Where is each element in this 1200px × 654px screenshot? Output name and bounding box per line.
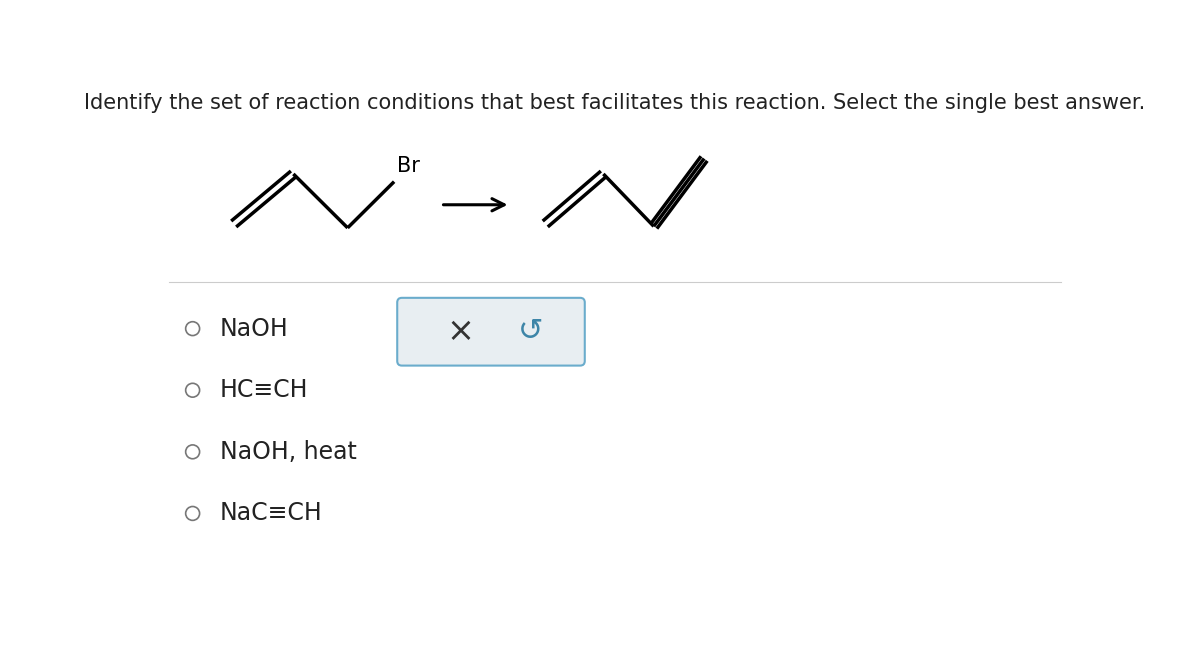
Text: Br: Br bbox=[397, 156, 420, 175]
Text: ↺: ↺ bbox=[517, 317, 542, 346]
Text: NaOH, heat: NaOH, heat bbox=[220, 440, 356, 464]
FancyBboxPatch shape bbox=[397, 298, 584, 366]
Text: ×: × bbox=[446, 315, 475, 348]
Text: NaOH: NaOH bbox=[220, 317, 288, 341]
Text: Identify the set of reaction conditions that best facilitates this reaction. Sel: Identify the set of reaction conditions … bbox=[84, 93, 1146, 113]
Text: NaC≡CH: NaC≡CH bbox=[220, 502, 323, 525]
Text: HC≡CH: HC≡CH bbox=[220, 378, 308, 402]
